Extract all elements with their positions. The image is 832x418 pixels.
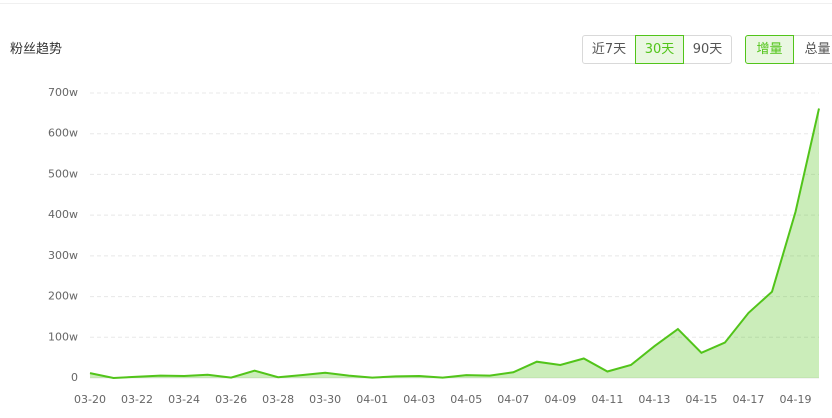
y-tick-label: 100w bbox=[48, 330, 78, 343]
range-button[interactable]: 90天 bbox=[683, 35, 732, 64]
x-tick-label: 03-24 bbox=[168, 393, 200, 406]
x-tick-label: 03-20 bbox=[74, 393, 106, 406]
y-tick-label: 600w bbox=[48, 127, 78, 140]
y-tick-label: 400w bbox=[48, 208, 78, 221]
y-tick-label: 700w bbox=[48, 86, 78, 99]
x-tick-label: 04-01 bbox=[356, 393, 388, 406]
x-tick-label: 03-26 bbox=[215, 393, 247, 406]
x-tick-label: 04-03 bbox=[403, 393, 435, 406]
x-tick-label: 03-28 bbox=[262, 393, 294, 406]
line bbox=[89, 108, 820, 380]
x-tick-label: 04-07 bbox=[497, 393, 529, 406]
x-tick-label: 03-30 bbox=[309, 393, 341, 406]
mode-button[interactable]: 增量 bbox=[745, 35, 794, 64]
x-tick-label: 04-05 bbox=[450, 393, 482, 406]
x-tick-label: 04-13 bbox=[638, 393, 670, 406]
x-tick-label: 04-19 bbox=[779, 393, 811, 406]
x-tick-label: 03-22 bbox=[121, 393, 153, 406]
y-tick-label: 0 bbox=[71, 371, 78, 384]
y-tick-label: 200w bbox=[48, 290, 78, 303]
x-tick-label: 04-11 bbox=[591, 393, 623, 406]
section-title: 粉丝趋势 bbox=[10, 42, 63, 57]
range-button[interactable]: 30天 bbox=[635, 35, 684, 64]
y-tick-label: 500w bbox=[48, 167, 78, 180]
x-tick-label: 04-09 bbox=[544, 393, 576, 406]
y-tick-label: 300w bbox=[48, 249, 78, 262]
area bbox=[90, 108, 819, 378]
divider bbox=[0, 3, 832, 4]
mode-button[interactable]: 总量 bbox=[793, 35, 832, 64]
x-tick-label: 04-15 bbox=[685, 393, 717, 406]
x-tick-label: 04-17 bbox=[732, 393, 764, 406]
